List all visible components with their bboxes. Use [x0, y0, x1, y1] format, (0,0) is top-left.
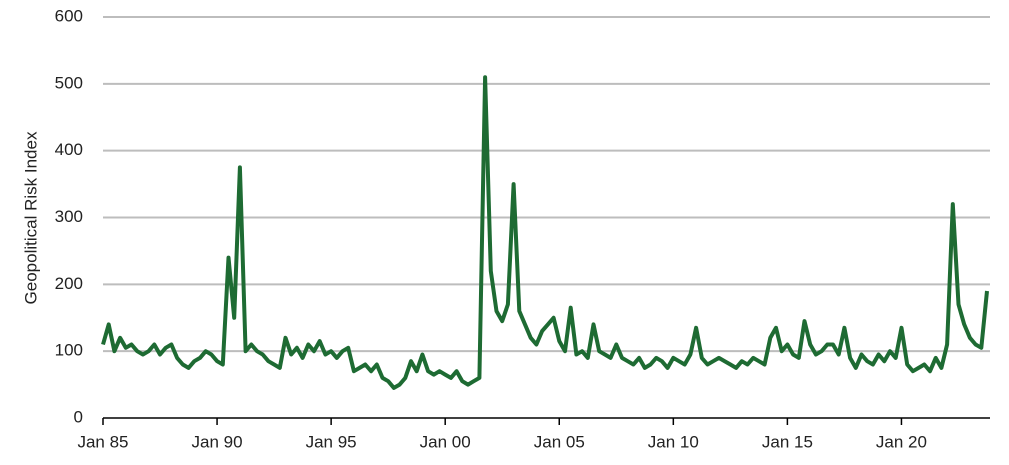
y-tick-label: 600 [55, 6, 83, 25]
y-tick-label: 0 [74, 407, 83, 426]
y-tick-label: 400 [55, 140, 83, 159]
x-tick-label: Jan 90 [192, 432, 243, 451]
y-tick-label: 200 [55, 274, 83, 293]
x-tick-label: Jan 95 [306, 432, 357, 451]
x-tick-label: Jan 00 [420, 432, 471, 451]
y-tick-label: 300 [55, 207, 83, 226]
y-tick-label: 500 [55, 73, 83, 92]
y-tick-label: 100 [55, 341, 83, 360]
x-tick-label: Jan 20 [876, 432, 927, 451]
x-tick-label: Jan 05 [534, 432, 585, 451]
x-tick-label: Jan 15 [762, 432, 813, 451]
x-tick-label: Jan 85 [77, 432, 128, 451]
y-axis-label: Geopolitical Risk Index [21, 131, 40, 304]
x-tick-label: Jan 10 [648, 432, 699, 451]
data-line [101, 75, 989, 390]
